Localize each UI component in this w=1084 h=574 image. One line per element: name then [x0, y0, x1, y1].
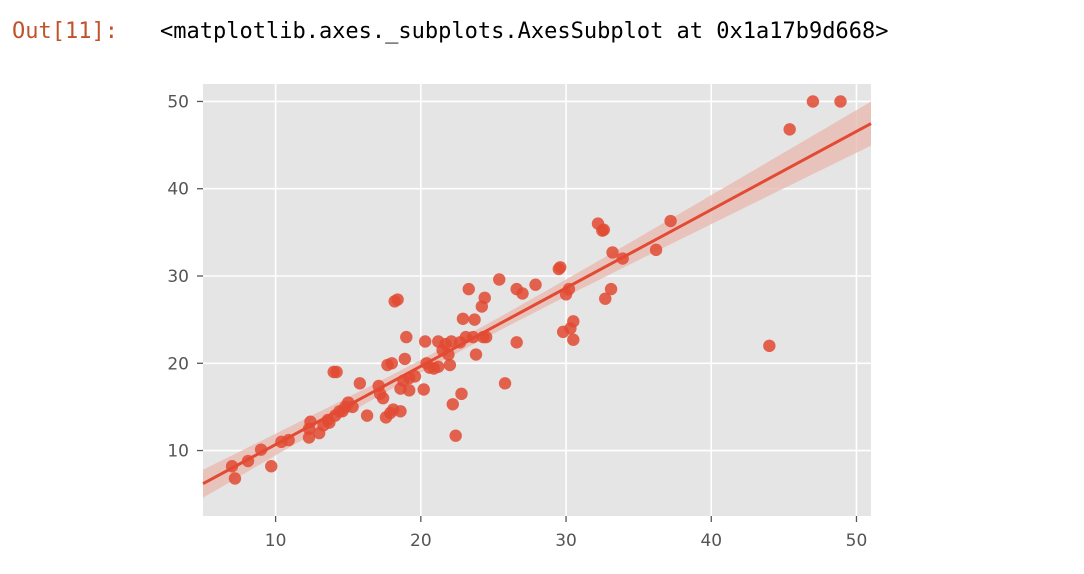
data-point [783, 123, 796, 136]
data-point [385, 357, 398, 370]
data-point [228, 472, 242, 485]
data-point [353, 377, 367, 390]
data-point [469, 348, 483, 361]
data-point [763, 339, 776, 353]
data-point [516, 287, 529, 300]
data-point [604, 282, 618, 296]
data-point [554, 261, 567, 274]
data-point [391, 293, 404, 306]
data-point [360, 409, 374, 422]
data-points [225, 95, 847, 485]
data-point [418, 335, 432, 348]
regression-line [202, 122, 872, 485]
y-tick-label: 10 [167, 442, 189, 462]
data-point [599, 292, 612, 305]
data-point [606, 246, 619, 259]
grid-lines [203, 84, 871, 516]
data-point [455, 387, 468, 401]
y-tick-label: 40 [167, 180, 189, 200]
data-point [394, 405, 407, 418]
data-point [408, 370, 422, 383]
data-point [398, 352, 412, 366]
data-point [478, 291, 491, 305]
data-point [664, 214, 677, 228]
x-tick-label: 50 [846, 531, 868, 551]
output-text: <matplotlib.axes._subplots.AxesSubplot a… [160, 18, 889, 44]
regression-line-group [202, 122, 872, 485]
data-point [302, 431, 316, 444]
data-point [400, 330, 413, 344]
confidence-band [203, 101, 871, 498]
data-point [806, 95, 820, 108]
data-point [456, 312, 470, 325]
data-point [330, 365, 343, 379]
data-point [468, 313, 481, 326]
data-point [567, 315, 580, 328]
x-tick-label: 10 [265, 531, 287, 551]
output-prompt: Out[11]: [12, 18, 118, 44]
data-point [403, 384, 416, 397]
x-tick-label: 30 [555, 531, 577, 551]
data-point [417, 383, 430, 396]
data-point [462, 282, 475, 296]
data-point [529, 278, 542, 291]
y-tick-label: 20 [167, 354, 189, 374]
data-point [446, 398, 459, 411]
data-point [567, 333, 580, 346]
data-point [443, 358, 457, 372]
data-point [649, 243, 663, 257]
data-point [498, 377, 512, 390]
output-row: Out[11]: <matplotlib.axes._subplots.Axes… [12, 14, 888, 48]
x-tick-label: 40 [700, 531, 722, 551]
y-tick-label: 30 [167, 267, 189, 287]
x-tick-label: 20 [410, 531, 432, 551]
data-point [265, 460, 278, 473]
confidence-band-area [203, 101, 871, 498]
data-point [493, 273, 506, 286]
data-point [449, 429, 462, 442]
axis-ticks: 10 20 30 40 50 10 20 30 40 50 [167, 92, 867, 551]
y-tick-label: 50 [167, 92, 189, 112]
data-point [432, 360, 445, 373]
data-point [834, 95, 847, 108]
data-point [376, 391, 390, 405]
data-point [510, 336, 523, 349]
data-point [597, 223, 610, 236]
